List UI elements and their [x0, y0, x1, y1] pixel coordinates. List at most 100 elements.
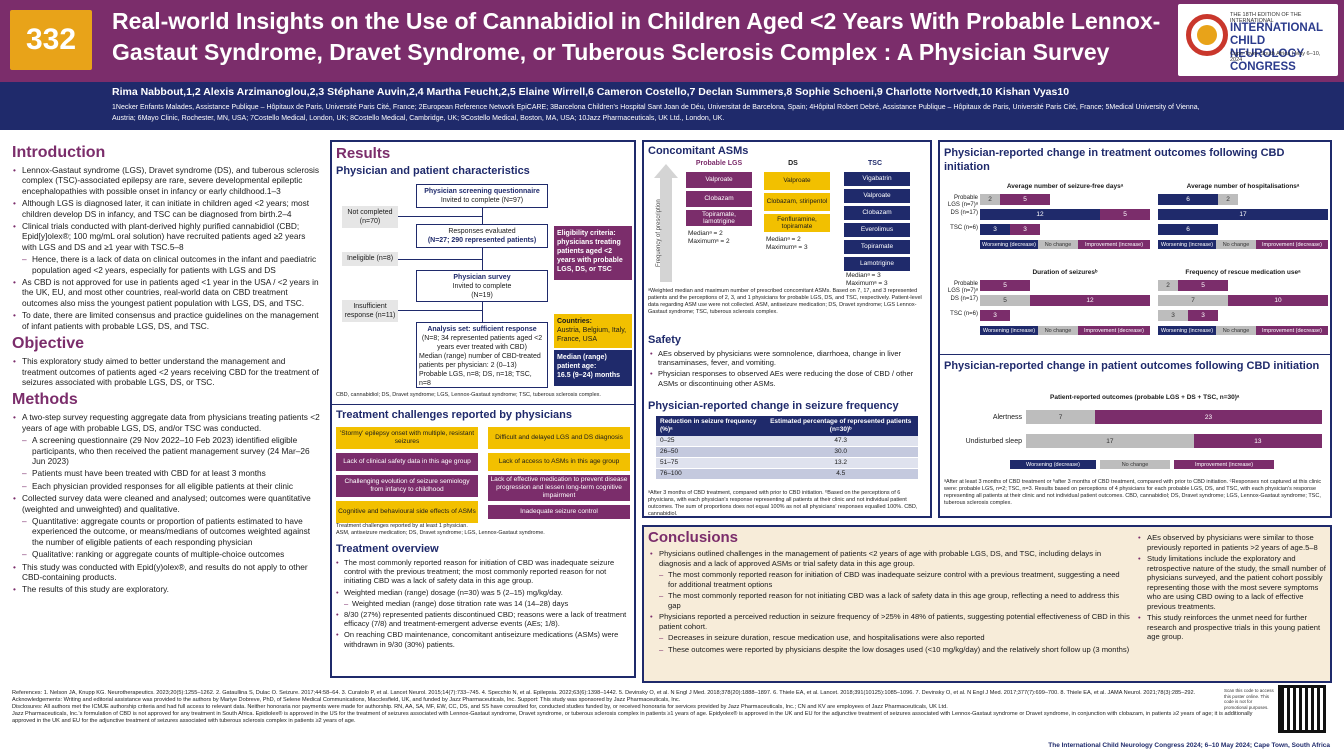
asm-item: Vigabatrin	[844, 172, 910, 186]
conclusion-left-item: These outcomes were reported by physicia…	[650, 645, 1130, 655]
outcome-bar-segment: 3	[1188, 310, 1218, 321]
objective-item: This exploratory study aimed to better u…	[12, 356, 320, 387]
authors-bar: Rima Nabbout,1,2 Alexis Arzimanoglou,2,3…	[0, 82, 1344, 130]
logo-place: Cape Town, South Africa | May 6–10, 2024	[1230, 51, 1321, 63]
conclusion-right-item: This study reinforces the unmet need for…	[1138, 613, 1328, 642]
qr-code-icon[interactable]	[1278, 685, 1326, 733]
insufficient-box: Insufficient response (n=11)	[342, 300, 398, 322]
conclusion-left-item: Physicians reported a perceived reductio…	[650, 612, 1130, 631]
outcome-bar-segment: 5	[1178, 280, 1228, 291]
asm-item: Valproate	[764, 172, 830, 190]
poster-number: 332	[10, 10, 92, 70]
outcome-bar-segment: 10	[1228, 295, 1328, 306]
not-completed-label: Not completed	[347, 209, 393, 216]
intro-item: Although LGS is diagnosed later, it can …	[12, 198, 320, 219]
asm-item: Clobazam, stiripentol	[764, 193, 830, 211]
asm-item: Topiramate	[844, 240, 910, 254]
patient-percentage: 30.0	[763, 446, 918, 458]
patient-outcome-segment: 23	[1095, 410, 1322, 424]
safety-item: Physician responses to observed AEs were…	[650, 369, 928, 387]
congress-logo-ring-icon	[1186, 14, 1228, 56]
methods-title: Methods	[12, 391, 78, 409]
patient-outcome-segment: 7	[1026, 410, 1096, 424]
countries-list: Austria, Belgium, Italy, France, USA	[557, 327, 627, 343]
outcome-bar-segment: 2	[1158, 280, 1178, 291]
analysis-bullet-2: Probable LGS, n=8; DS, n=18; TSC, n=8	[419, 371, 532, 387]
outcome-chart-title: Frequency of rescue medication useᵃ	[1185, 269, 1301, 276]
lgs-header: Probable LGS	[695, 160, 743, 167]
safety-title: Safety	[648, 334, 682, 346]
ds-header: DS	[788, 160, 798, 167]
safety-item: AEs observed by physicians were somnolen…	[650, 349, 928, 367]
intro-title: Introduction	[12, 144, 106, 161]
analysis-n: (N=8; 34 represented patients aged <2 ye…	[421, 335, 543, 351]
disclosures: Disclosures: All authors met the ICMJE a…	[12, 704, 948, 711]
overview-item: 8/30 (27%) represented patients disconti…	[336, 610, 632, 628]
insufficient-label: Insufficient	[353, 303, 387, 310]
methods-item: A screening questionnaire (29 Nov 2022–1…	[12, 435, 320, 466]
conclusion-left-item: Decreases in seizure duration, rescue me…	[650, 633, 1130, 643]
results-panel: Results Physician and patient characteri…	[330, 140, 636, 678]
ds-median: Medianᵃ = 2	[766, 236, 801, 243]
outcome-chart-title: Duration of seizuresᵇ	[1032, 269, 1098, 276]
outcome-bar-segment: 5	[980, 280, 1030, 291]
not-completed-box: Not completed (n=70)	[342, 206, 398, 228]
outcomes-panel: Physician-reported change in treatment o…	[938, 140, 1332, 518]
outcome-bar-segment: 2	[980, 194, 1000, 205]
outcome-legend-item: Improvement (increase)	[1078, 240, 1150, 249]
challenges-note: Treatment challenges reported by at leas…	[336, 523, 468, 529]
challenges-title: Treatment challenges reported by physici…	[336, 409, 572, 421]
methods-item: Collected survey data were cleaned and a…	[12, 493, 320, 514]
screening-label: Physician screening questionnaire	[424, 188, 540, 195]
patient-outcome-label: Alertness	[992, 414, 1022, 421]
outcome-bar-segment: 7	[1158, 295, 1228, 306]
overview-item: Weighted median (range) dose titration r…	[336, 599, 632, 608]
conclusions-title: Conclusions	[648, 529, 739, 546]
outcome-bar-segment: 3	[980, 310, 1010, 321]
outcome-bar-segment: 5	[1100, 209, 1150, 220]
tsc-maximum: Maximumᵃ = 3	[846, 280, 888, 287]
responses-box: Responses evaluated (N=27; 290 represent…	[416, 224, 548, 248]
outcome-row-label: Probable LGS (n=7)ᵃ	[947, 281, 978, 294]
patient-outcomes-title: Physician-reported change in patient out…	[944, 360, 1320, 372]
outcome-legend-item: Worsening (increase)	[1158, 326, 1216, 335]
outcome-bar-segment: 3	[1158, 310, 1188, 321]
outcome-legend-item: Worsening (increase)	[980, 326, 1038, 335]
logo-edition: THE 18TH EDITION OF THE INTERNATIONAL	[1230, 12, 1302, 24]
patient-outcome-legend-item: Improvement (increase)	[1174, 460, 1274, 469]
patient-outcome-segment: 17	[1026, 434, 1194, 448]
conclusions-panel: Conclusions Physicians outlined challeng…	[642, 525, 1332, 683]
outcome-bar-segment: 12	[1030, 295, 1150, 306]
intro-list: Lennox-Gastaut syndrome (LGS), Dravet sy…	[12, 165, 320, 331]
responses-label: Responses evaluated	[448, 228, 516, 235]
outcome-bar-segment: 3	[980, 224, 1010, 235]
patient-outcome-legend-item: Worsening (decrease)	[1010, 460, 1096, 469]
references: References: 1. Nelson JA, Knupp KG. Neur…	[12, 690, 1196, 696]
patient-percentage: 47.3	[763, 436, 918, 447]
countries-label: Countries:	[557, 318, 592, 325]
outcome-legend-item: Improvement (decrease)	[1078, 326, 1150, 335]
patient-outcomes-chart-title: Patient-reported outcomes (probable LGS …	[1050, 394, 1240, 401]
survey-label: Physician survey	[453, 274, 511, 281]
outcome-legend-item: Improvement (decrease)	[1256, 240, 1328, 249]
overview-item: Weighted median (range) dosage (n=30) wa…	[336, 588, 632, 597]
intro-item: Hence, there is a lack of data on clinic…	[12, 254, 320, 275]
overview-section: The most commonly reported reason for in…	[336, 558, 632, 651]
methods-list: A two-step survey requesting aggregate d…	[12, 412, 320, 595]
challenge-item: Lack of effective medication to prevent …	[488, 475, 630, 501]
reduction-range: 76–100	[656, 468, 764, 480]
asm-item: Valproate	[844, 189, 910, 203]
seizure-freq-col-1: Reduction in seizure frequency (%)ᵃ	[656, 416, 764, 436]
reduction-range: 51–75	[656, 457, 764, 469]
asm-item: Lamotrigine	[844, 257, 910, 271]
reduction-range: 0–25	[656, 436, 764, 447]
methods-item: Patients must have been treated with CBD…	[12, 468, 320, 479]
characteristics-title: Physician and patient characteristics	[336, 165, 530, 177]
analysis-box: Analysis set: sufficient response (N=8; …	[416, 322, 548, 388]
not-completed-n: (n=70)	[359, 218, 381, 225]
intro-item: Lennox-Gastaut syndrome (LGS), Dravet sy…	[12, 165, 320, 196]
conclusions-right: AEs observed by physicians were similar …	[1138, 533, 1328, 644]
table-row: 26–50 30.0	[656, 446, 918, 458]
concomitant-note: ᵃWeighted median and maximum number of p…	[648, 288, 922, 315]
outcome-row-label: DS (n=17)	[950, 296, 978, 302]
